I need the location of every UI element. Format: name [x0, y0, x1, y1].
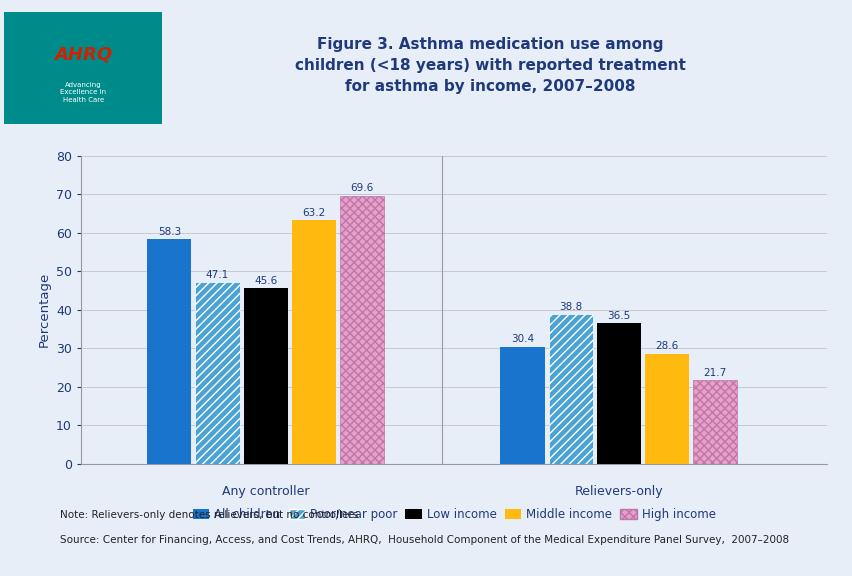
- Text: 21.7: 21.7: [703, 368, 726, 378]
- Bar: [147, 239, 191, 464]
- Text: AHRQ: AHRQ: [54, 45, 112, 63]
- Bar: [291, 220, 336, 464]
- Bar: [692, 380, 736, 464]
- Text: 58.3: 58.3: [158, 227, 181, 237]
- Text: 38.8: 38.8: [558, 302, 582, 312]
- Text: 47.1: 47.1: [205, 270, 229, 280]
- Bar: [548, 314, 592, 464]
- Text: 69.6: 69.6: [350, 183, 373, 194]
- Text: 36.5: 36.5: [607, 311, 630, 321]
- Legend: All children, Poor/near poor, Low income, Middle income, High income: All children, Poor/near poor, Low income…: [188, 503, 719, 526]
- Bar: [596, 323, 640, 464]
- Bar: [195, 282, 239, 464]
- Bar: [644, 354, 688, 464]
- Text: Relievers-only: Relievers-only: [573, 485, 662, 498]
- Text: 63.2: 63.2: [302, 208, 325, 218]
- Bar: [500, 347, 544, 464]
- Text: Advancing
Excellence in
Health Care: Advancing Excellence in Health Care: [60, 82, 106, 103]
- Y-axis label: Percentage: Percentage: [37, 272, 50, 347]
- Text: 30.4: 30.4: [510, 334, 533, 344]
- Text: Note: Relievers-only denotes relievers, but no controllers: Note: Relievers-only denotes relievers, …: [60, 510, 358, 520]
- Bar: [244, 288, 287, 464]
- Text: 45.6: 45.6: [254, 276, 277, 286]
- Text: Any controller: Any controller: [222, 485, 309, 498]
- Text: Source: Center for Financing, Access, and Cost Trends, AHRQ,  Household Componen: Source: Center for Financing, Access, an…: [60, 535, 788, 544]
- Text: Figure 3. Asthma medication use among
children (<18 years) with reported treatme: Figure 3. Asthma medication use among ch…: [295, 37, 685, 94]
- Text: 28.6: 28.6: [654, 341, 677, 351]
- Bar: [339, 196, 383, 464]
